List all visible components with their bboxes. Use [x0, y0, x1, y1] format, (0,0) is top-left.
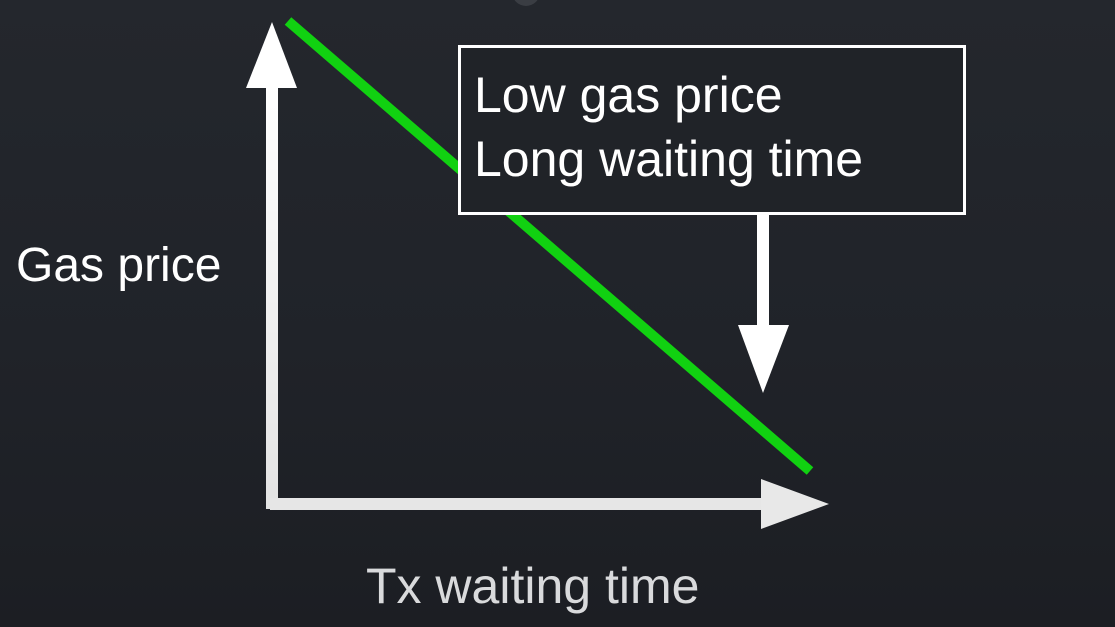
y-axis-label: Gas price [16, 239, 222, 292]
callout-line-long-waiting-time: Long waiting time [474, 131, 864, 187]
y-axis-arrowhead [246, 22, 297, 88]
callout-pointer-arrowhead [738, 325, 789, 393]
y-axis-arrow [246, 22, 297, 509]
x-axis-shaft [270, 498, 764, 510]
price-time-trend-line [284, 17, 814, 475]
top-edge-marker [512, 0, 540, 6]
x-axis-label: Tx waiting time [366, 558, 700, 614]
y-axis-shaft [266, 85, 278, 509]
callout-pointer-arrow [738, 212, 789, 393]
callout-box: Low gas price Long waiting time [458, 45, 966, 215]
callout-line-low-gas-price: Low gas price [474, 67, 783, 123]
x-axis-arrowhead [761, 479, 829, 529]
callout-pointer-shaft [757, 212, 769, 330]
x-axis-arrow [270, 479, 829, 529]
